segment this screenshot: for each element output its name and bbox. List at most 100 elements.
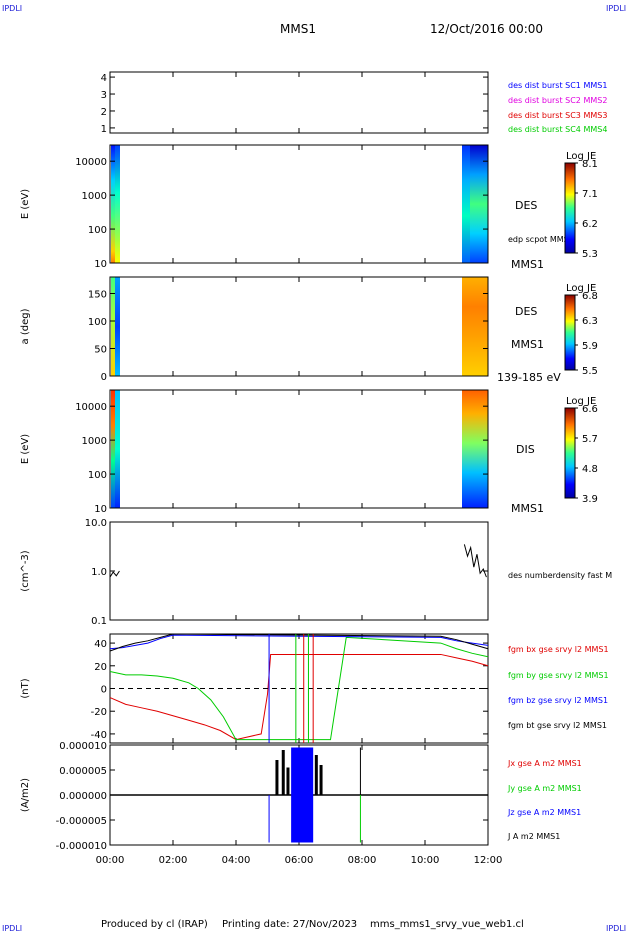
y-tick-label: 100 bbox=[88, 470, 107, 481]
y-tick-label: 1 bbox=[101, 124, 107, 135]
y-tick-label: 1000 bbox=[82, 436, 107, 447]
colorbar-tick-label: 6.2 bbox=[582, 219, 598, 230]
y-tick-label: -0.000005 bbox=[56, 816, 107, 827]
panel-side-label: DES bbox=[515, 199, 537, 212]
corner-label-top-left: IPDLI bbox=[2, 4, 23, 13]
legend-entry: fgm bx gse srvy l2 MMS1 bbox=[508, 645, 609, 654]
spectrogram-cell bbox=[115, 390, 120, 508]
colorbar-tick-label: 4.8 bbox=[582, 464, 598, 475]
legend-entry: fgm by gse srvy l2 MMS1 bbox=[508, 671, 609, 680]
footer-produced-by: Produced by cl (IRAP) bbox=[101, 919, 208, 930]
series-line bbox=[463, 544, 487, 578]
legend-entry: fgm bt gse srvy l2 MMS1 bbox=[508, 721, 607, 730]
y-tick-label: 4 bbox=[101, 73, 107, 84]
legend-entry: des dist burst SC2 MMS2 bbox=[508, 96, 607, 105]
panel-frame bbox=[109, 276, 489, 377]
y-tick-label: -0.000010 bbox=[56, 841, 107, 852]
legend-entry: des dist burst SC4 MMS4 bbox=[508, 125, 607, 134]
legend-entry: des dist burst SC3 MMS3 bbox=[508, 111, 607, 120]
y-tick-label: 40 bbox=[94, 639, 107, 650]
y-tick-label: -20 bbox=[91, 707, 107, 718]
y-tick-label: 0.000005 bbox=[59, 766, 107, 777]
spectrogram-cell bbox=[462, 145, 470, 263]
panel-side-label: MMS1 bbox=[511, 338, 544, 351]
corner-label-bottom-left: IPDLI bbox=[2, 924, 23, 933]
spectrogram-cell bbox=[462, 277, 488, 376]
legend-entry: Jz gse A m2 MMS1 bbox=[507, 808, 581, 817]
y-axis-label: (cm^-3) bbox=[20, 550, 31, 591]
colorbar-tick-label: 6.8 bbox=[582, 291, 598, 302]
footer-printing-date: Printing date: 27/Nov/2023 bbox=[222, 919, 358, 930]
panel-side-label: MMS1 bbox=[511, 258, 544, 271]
spectrogram-cell bbox=[462, 390, 488, 508]
y-tick-label: 1.0 bbox=[91, 567, 107, 578]
panel-frame bbox=[109, 144, 489, 264]
colorbar-tick-label: 5.3 bbox=[582, 249, 598, 260]
legend-entry: Jx gse A m2 MMS1 bbox=[507, 759, 582, 768]
spectrogram-cell bbox=[115, 145, 120, 263]
x-tick-label: 02:00 bbox=[159, 855, 188, 866]
y-tick-label: 0.1 bbox=[91, 616, 107, 627]
page-date: 12/Oct/2016 00:00 bbox=[430, 22, 544, 36]
legend-entry: fgm bz gse srvy l2 MMS1 bbox=[508, 696, 608, 705]
legend-entry: J A m2 MMS1 bbox=[507, 832, 560, 841]
series-line bbox=[109, 653, 489, 741]
y-tick-label: 150 bbox=[88, 290, 107, 301]
y-axis-label: E (eV) bbox=[20, 434, 31, 464]
colorbar-tick-label: 6.6 bbox=[582, 404, 598, 415]
corner-label-bottom-right: IPDLI bbox=[606, 924, 627, 933]
spectrogram-cell bbox=[115, 277, 120, 376]
colorbar-tick-label: 6.3 bbox=[582, 316, 598, 327]
y-tick-label: 10000 bbox=[75, 157, 107, 168]
y-tick-label: 3 bbox=[101, 90, 107, 101]
colorbar-tick-label: 5.9 bbox=[582, 341, 598, 352]
colorbar-tick-label: 7.1 bbox=[582, 189, 598, 200]
legend-entry: des numberdensity fast M bbox=[508, 571, 612, 580]
colorbar-tick-label: 3.9 bbox=[582, 494, 598, 505]
x-tick-label: 00:00 bbox=[96, 855, 125, 866]
spectrogram-cell bbox=[470, 145, 488, 263]
colorbar-title: Log JE bbox=[566, 396, 596, 407]
x-tick-label: 08:00 bbox=[348, 855, 377, 866]
panel-side-label: MMS1 bbox=[511, 502, 544, 515]
panel-side-label: edp scpot MMS1 bbox=[508, 235, 574, 244]
spectrogram-cell bbox=[111, 277, 115, 376]
colorbar-tick-label: 5.5 bbox=[582, 366, 598, 377]
colorbar-title: Log JE bbox=[566, 151, 596, 162]
x-tick-label: 12:00 bbox=[474, 855, 503, 866]
y-tick-label: 10 bbox=[94, 504, 107, 515]
current-burst-region bbox=[291, 747, 314, 843]
corner-label-top-right: IPDLI bbox=[606, 4, 627, 13]
panel-side-label: DIS bbox=[516, 443, 535, 456]
y-axis-label: E (eV) bbox=[20, 189, 31, 219]
panel-frame bbox=[109, 71, 489, 134]
y-tick-label: 1000 bbox=[82, 191, 107, 202]
legend-entry: Jy gse A m2 MMS1 bbox=[507, 784, 582, 793]
series-line bbox=[109, 633, 489, 652]
y-tick-label: 2 bbox=[101, 107, 107, 118]
y-tick-label: 10 bbox=[94, 259, 107, 270]
y-axis-label: a (deg) bbox=[20, 308, 31, 344]
legend-entry: des dist burst SC1 MMS1 bbox=[508, 81, 607, 90]
colorbar bbox=[564, 294, 576, 371]
panel-frame bbox=[109, 389, 489, 509]
y-tick-label: 50 bbox=[94, 345, 107, 356]
y-tick-label: -40 bbox=[91, 730, 107, 741]
y-tick-label: 100 bbox=[88, 317, 107, 328]
series-line bbox=[109, 570, 120, 578]
colorbar-tick-label: 5.7 bbox=[582, 434, 598, 445]
y-tick-label: 0.000010 bbox=[59, 741, 107, 752]
colorbar-tick-label: 8.1 bbox=[582, 159, 598, 170]
y-tick-label: 10.0 bbox=[85, 518, 107, 529]
colorbar-title: Log JE bbox=[566, 283, 596, 294]
y-axis-label: (A/m2) bbox=[20, 778, 31, 812]
page-title: MMS1 bbox=[280, 22, 316, 36]
y-tick-label: 20 bbox=[94, 662, 107, 673]
footer-file: mms_mms1_srvy_vue_web1.cl bbox=[370, 919, 524, 930]
y-tick-label: 100 bbox=[88, 225, 107, 236]
x-tick-label: 04:00 bbox=[222, 855, 251, 866]
y-tick-label: 0.000000 bbox=[59, 791, 107, 802]
series-line bbox=[109, 636, 489, 741]
spectrogram-cell bbox=[111, 390, 115, 508]
